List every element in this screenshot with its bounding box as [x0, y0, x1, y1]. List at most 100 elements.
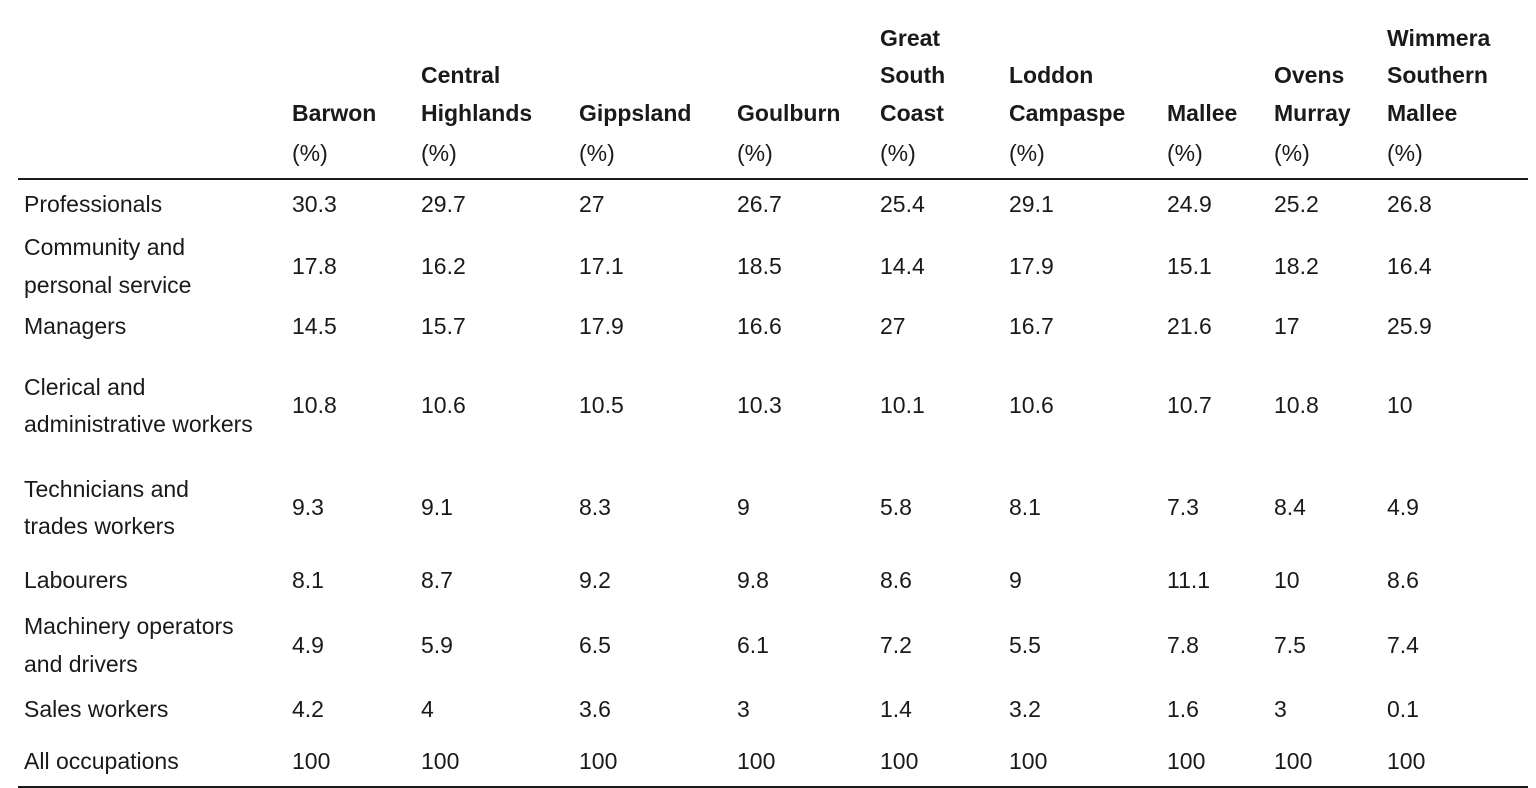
cell-community-wimmera-southern-mallee: 16.4: [1387, 252, 1432, 279]
cell-clerical-loddon-campaspe: 10.6: [1009, 392, 1054, 419]
cell-all-great-south-coast: 100: [874, 737, 1003, 788]
row-label-line: Machinery operators: [24, 613, 234, 639]
unit-label-loddon-campaspe: (%): [1003, 132, 1161, 180]
cell-professionals-mallee: 24.9: [1167, 190, 1212, 217]
cell-machinery-wimmera-southern-mallee: 7.4: [1387, 631, 1419, 658]
units-row: (%) (%) (%) (%) (%) (%) (%) (%) (%): [18, 132, 1528, 180]
row-label-machinery: Machinery operators and drivers: [18, 608, 286, 683]
cell-professionals-ovens-murray: 25.2: [1274, 190, 1319, 217]
table-row-managers: Managers 14.5 15.7 17.9 16.6 27 16.7 21.6 17 25.9: [18, 304, 1528, 350]
unit-label-central-highlands: (%): [415, 132, 573, 180]
column-header-great-south-coast: Great South Coast: [874, 14, 1003, 132]
cell-managers-central-highlands: 15.7: [421, 313, 466, 340]
row-label-community: Community and personal service: [18, 229, 286, 304]
cell-all-mallee: 100: [1161, 737, 1268, 788]
column-header-line: Goulburn: [737, 99, 841, 126]
cell-managers-great-south-coast: 27: [880, 313, 906, 340]
cell-sales-central-highlands: 4: [421, 696, 434, 723]
cell-clerical-gippsland: 10.5: [579, 392, 624, 419]
row-label-line: Clerical and: [24, 373, 146, 400]
row-label-clerical: Clerical and administrative workers: [18, 350, 286, 462]
units-corner: [18, 132, 286, 180]
unit-label-great-south-coast: (%): [874, 132, 1003, 180]
cell-community-great-south-coast: 14.4: [880, 252, 925, 279]
cell-community-gippsland: 17.1: [579, 252, 624, 279]
column-header-line: Highlands: [421, 99, 533, 126]
cell-labourers-central-highlands: 8.7: [421, 567, 453, 594]
row-label-line: administrative workers: [24, 411, 253, 437]
cell-technicians-barwon: 9.3: [292, 494, 324, 521]
cell-technicians-great-south-coast: 5.8: [880, 494, 912, 521]
column-header-goulburn: Goulburn: [731, 14, 874, 132]
table-row-technicians: Technicians and trades workers 9.3 9.1 8.3 9 5…: [18, 462, 1528, 554]
cell-professionals-wimmera-southern-mallee: 26.8: [1387, 190, 1432, 217]
cell-technicians-goulburn: 9: [737, 494, 750, 521]
cell-machinery-ovens-murray: 7.5: [1274, 631, 1306, 658]
cell-machinery-great-south-coast: 7.2: [880, 631, 912, 658]
cell-community-goulburn: 18.5: [737, 252, 782, 279]
cell-labourers-great-south-coast: 8.6: [880, 567, 912, 594]
row-label-line: All occupations: [24, 747, 179, 774]
column-header-line: Central: [421, 62, 501, 88]
cell-all-gippsland: 100: [573, 737, 731, 788]
table-row-labourers: Labourers 8.1 8.7 9.2 9.8 8.6 9 11.1 10 8.6: [18, 554, 1528, 608]
cell-sales-ovens-murray: 3: [1274, 696, 1287, 723]
unit-label-barwon: (%): [286, 132, 415, 180]
cell-community-central-highlands: 16.2: [421, 252, 466, 279]
cell-clerical-goulburn: 10.3: [737, 392, 782, 419]
unit-label-gippsland: (%): [573, 132, 731, 180]
cell-sales-goulburn: 3: [737, 696, 750, 723]
row-label-line: Professionals: [24, 190, 163, 217]
header-corner: [18, 14, 286, 132]
cell-all-wimmera-southern-mallee: 100: [1381, 737, 1528, 788]
cell-technicians-ovens-murray: 8.4: [1274, 494, 1306, 521]
row-label-labourers: Labourers: [18, 554, 286, 608]
cell-clerical-ovens-murray: 10.8: [1274, 392, 1319, 419]
cell-professionals-gippsland: 27: [579, 190, 605, 217]
row-label-line: trades workers: [24, 513, 175, 539]
column-header-line: Southern: [1387, 62, 1488, 88]
row-label-line: Labourers: [24, 567, 128, 594]
row-label-line: and drivers: [24, 650, 138, 677]
header-row: Barwon Central Highlands Gippsland Goulburn G…: [18, 14, 1528, 132]
cell-labourers-wimmera-southern-mallee: 8.6: [1387, 567, 1419, 594]
cell-professionals-central-highlands: 29.7: [421, 190, 466, 217]
cell-professionals-barwon: 30.3: [292, 190, 337, 217]
cell-all-goulburn: 100: [731, 737, 874, 788]
cell-labourers-barwon: 8.1: [292, 567, 324, 594]
row-label-line: Technicians and: [24, 475, 189, 502]
row-label-professionals: Professionals: [18, 179, 286, 229]
cell-clerical-mallee: 10.7: [1167, 392, 1212, 419]
column-header-line: Mallee: [1167, 99, 1238, 126]
cell-community-ovens-murray: 18.2: [1274, 252, 1319, 279]
occupation-table: Barwon Central Highlands Gippsland Goulburn G…: [18, 14, 1528, 788]
cell-professionals-loddon-campaspe: 29.1: [1009, 190, 1054, 217]
row-label-line: Managers: [24, 313, 127, 340]
column-header-gippsland: Gippsland: [573, 14, 731, 132]
row-label-sales: Sales workers: [18, 683, 286, 737]
table-row-all: All occupations 100 100 100 100 100 100 100 100 1…: [18, 737, 1528, 788]
cell-technicians-central-highlands: 9.1: [421, 494, 453, 521]
cell-sales-loddon-campaspe: 3.2: [1009, 696, 1041, 723]
column-header-line: Gippsland: [579, 99, 692, 126]
row-label-all: All occupations: [18, 737, 286, 788]
cell-machinery-gippsland: 6.5: [579, 631, 611, 658]
cell-machinery-barwon: 4.9: [292, 631, 324, 658]
table-row-community: Community and personal service 17.8 16.2 17.…: [18, 229, 1528, 304]
column-header-line: Campaspe: [1009, 99, 1126, 126]
cell-clerical-barwon: 10.8: [292, 392, 337, 419]
cell-clerical-central-highlands: 10.6: [421, 392, 466, 419]
cell-sales-mallee: 1.6: [1167, 696, 1199, 723]
column-header-line: Murray: [1274, 99, 1351, 126]
cell-all-central-highlands: 100: [415, 737, 573, 788]
column-header-central-highlands: Central Highlands: [415, 14, 573, 132]
column-header-loddon-campaspe: Loddon Campaspe: [1003, 14, 1161, 132]
cell-managers-goulburn: 16.6: [737, 313, 782, 340]
cell-machinery-loddon-campaspe: 5.5: [1009, 631, 1041, 658]
cell-all-loddon-campaspe: 100: [1003, 737, 1161, 788]
row-label-technicians: Technicians and trades workers: [18, 462, 286, 554]
cell-sales-barwon: 4.2: [292, 696, 324, 723]
cell-technicians-loddon-campaspe: 8.1: [1009, 494, 1041, 521]
table-row-clerical: Clerical and administrative workers 10.8 10…: [18, 350, 1528, 462]
column-header-line: Wimmera: [1387, 24, 1491, 51]
